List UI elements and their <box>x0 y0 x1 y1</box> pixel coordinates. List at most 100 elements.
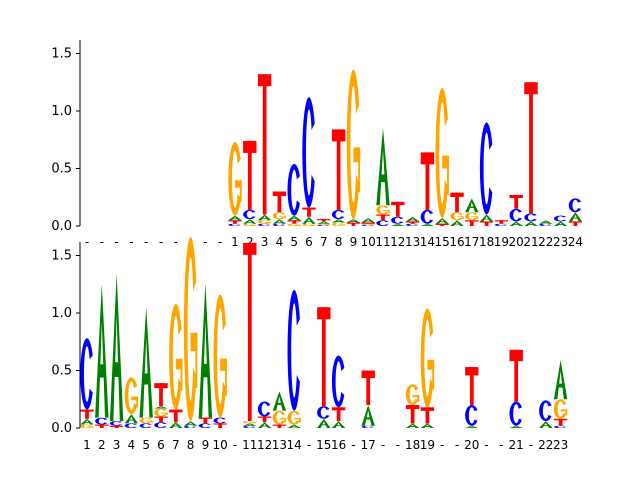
logo-letter-T <box>376 214 390 221</box>
logo-letter-A <box>479 214 494 222</box>
x-tick-label: 7 <box>172 438 180 452</box>
logo-letter-T <box>435 223 449 226</box>
logo-letter-A <box>420 423 435 428</box>
logo-letter-T <box>272 424 287 428</box>
logo-letter-A <box>539 220 553 224</box>
x-tick-label: 20 <box>464 438 479 452</box>
logo-letter-A <box>272 219 287 224</box>
logo-letter-C <box>361 425 374 428</box>
logo-letter-T <box>109 425 124 428</box>
logo-letter-C <box>272 223 286 227</box>
x-tick-label: 4 <box>128 438 136 452</box>
logo-letter-A <box>509 221 523 226</box>
x-tick-label: - <box>455 438 459 452</box>
logo-letter-C <box>257 401 271 417</box>
logo-letter-C <box>494 223 508 226</box>
logo-letter-C <box>420 209 434 224</box>
logo-letter-G <box>139 417 153 424</box>
logo-letter-T <box>272 191 287 213</box>
x-tick-label: 10 <box>361 235 376 249</box>
x-tick-label: - <box>100 235 104 249</box>
x-tick-label: 12 <box>257 438 272 452</box>
logo-letter-A <box>509 425 523 428</box>
logo-letter-G <box>331 222 346 226</box>
x-tick-label: - <box>85 235 89 249</box>
x-tick-label: 6 <box>305 235 313 249</box>
logo-letter-T <box>346 222 361 226</box>
x-tick-label: - <box>203 235 207 249</box>
x-tick-label: - <box>529 438 533 452</box>
x-tick-label: 8 <box>187 438 195 452</box>
x-tick-label: 2 <box>98 438 106 452</box>
logo-letter-A <box>391 223 405 226</box>
logo-letter-T <box>243 140 257 210</box>
logo-letter-G <box>435 88 449 218</box>
logo-letter-C <box>317 406 330 419</box>
logo-letter-C <box>539 223 552 227</box>
logo-letter-A <box>435 217 449 224</box>
logo-letter-T <box>361 222 375 224</box>
logo-letter-A <box>183 421 198 426</box>
x-tick-label: 5 <box>290 235 298 249</box>
logo-letter-A <box>95 284 109 418</box>
logo-letter-C <box>376 220 389 226</box>
logo-letter-A <box>568 212 583 222</box>
logo-letter-T <box>257 416 272 423</box>
logo-letter-A <box>317 418 331 428</box>
logo-letter-C <box>287 290 300 411</box>
logo-letter-T <box>228 220 242 224</box>
x-tick-label: 16 <box>331 438 346 452</box>
logo-letter-G <box>272 212 287 220</box>
logo-letter-C <box>331 355 345 408</box>
logo-panel-top: 0.00.51.01.5----------123456789101112131… <box>51 40 583 249</box>
x-tick-label: - <box>396 438 400 452</box>
x-tick-label: 19 <box>420 438 435 452</box>
x-tick-label: - <box>499 438 503 452</box>
x-tick-label: 3 <box>113 438 121 452</box>
x-tick-label: 17 <box>464 235 479 249</box>
x-tick-label: 18 <box>479 235 494 249</box>
logo-letter-A <box>302 216 316 224</box>
x-tick-label: 21 <box>509 438 524 452</box>
logo-letter-G <box>80 424 94 428</box>
logo-letter-A <box>139 307 153 418</box>
x-tick-label: 19 <box>494 235 509 249</box>
logo-letter-G <box>257 220 272 224</box>
logo-letter-A <box>287 424 301 428</box>
logo-letter-G <box>169 303 183 410</box>
logo-letter-T <box>465 367 479 405</box>
y-tick-label: 0.0 <box>51 219 72 234</box>
logo-letter-C <box>361 224 374 226</box>
logo-letter-A <box>124 414 139 424</box>
logo-letter-C <box>553 425 567 428</box>
logo-letter-G <box>376 205 390 215</box>
logo-letter-G <box>243 421 257 424</box>
x-tick-label: 2 <box>246 235 254 249</box>
logo-letter-T <box>420 407 435 424</box>
logo-letter-C <box>568 198 582 213</box>
logo-letter-A <box>272 391 287 411</box>
logo-letter-T <box>450 192 464 213</box>
logo-letter-C <box>228 223 241 227</box>
x-tick-label: - <box>218 235 222 249</box>
logo-letter-C <box>198 423 212 429</box>
x-tick-label: - <box>440 438 444 452</box>
logo-letter-T <box>317 307 331 407</box>
logo-letter-T <box>154 383 168 407</box>
logo-letter-T <box>243 242 257 422</box>
logo-letter-G <box>361 223 375 226</box>
logo-letter-T <box>361 370 375 405</box>
logo-letter-G <box>213 294 227 418</box>
logo-letter-C <box>553 215 567 222</box>
logo-letter-T <box>95 424 109 428</box>
logo-letter-A <box>420 223 435 226</box>
logo-letter-C <box>183 425 197 428</box>
logo-letter-G <box>405 384 420 405</box>
x-tick-label: 9 <box>350 235 358 249</box>
logo-letter-A <box>243 423 257 426</box>
logo-letter-C <box>405 223 419 227</box>
logo-letter-G <box>287 410 301 425</box>
logo-letter-T <box>568 221 583 226</box>
y-tick-label: 0.5 <box>51 162 72 177</box>
